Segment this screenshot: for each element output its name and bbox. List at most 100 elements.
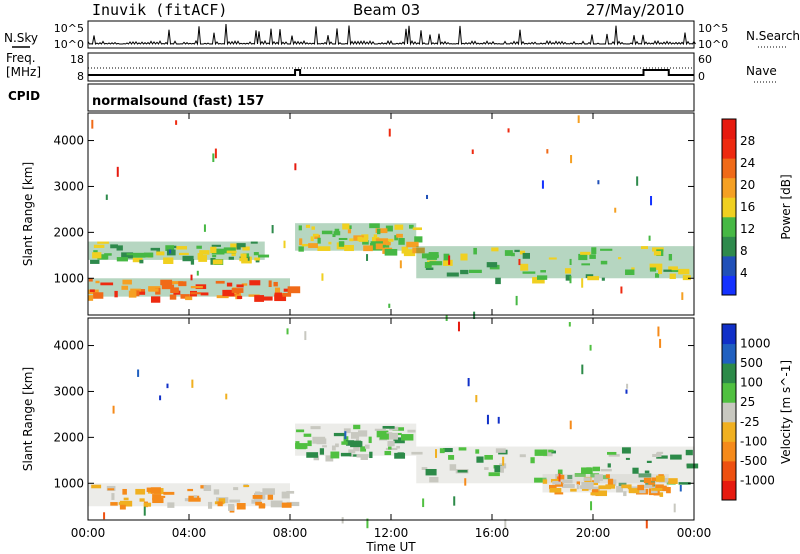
colorbar-segment: [722, 255, 736, 276]
data-cell: [412, 227, 423, 231]
data-cell: [460, 253, 468, 261]
y-axis-label: Slant Range [km]: [21, 162, 35, 266]
data-cell: [578, 253, 588, 261]
data-cell: [514, 249, 520, 253]
data-cell: [211, 244, 221, 247]
colorbar-segment: [722, 275, 736, 296]
data-cell: [446, 272, 459, 277]
data-cell: [100, 282, 114, 286]
scatter-echo: [366, 254, 369, 261]
data-cell: [668, 478, 678, 484]
scatter-echo: [507, 128, 510, 133]
data-cell: [166, 249, 176, 256]
data-cell: [233, 487, 239, 491]
y-tick-label: 1000: [53, 476, 84, 490]
data-cell: [286, 501, 300, 507]
colorbar-frame: [721, 323, 737, 501]
data-cell: [135, 488, 146, 495]
data-cell: [267, 494, 274, 500]
scatter-echo: [448, 255, 451, 265]
data-cell: [530, 457, 535, 464]
data-cell: [236, 284, 244, 288]
colorbar-tick-label: 20: [740, 178, 755, 192]
data-cell: [328, 241, 332, 245]
data-cell: [449, 464, 457, 471]
data-cell: [600, 260, 608, 265]
data-cell: [495, 448, 506, 453]
data-cell: [236, 246, 241, 250]
data-cell: [583, 477, 591, 481]
nsky-tick-label: 10^5: [54, 22, 84, 35]
data-cell: [173, 245, 177, 249]
data-cell: [659, 492, 664, 497]
data-cell: [458, 447, 467, 451]
data-cell: [118, 502, 131, 505]
data-cell: [608, 454, 620, 457]
data-cell: [387, 440, 395, 447]
data-cell: [595, 490, 608, 497]
freq-strip-frame: [87, 52, 695, 82]
data-cell: [397, 452, 404, 458]
data-cell: [425, 267, 434, 270]
data-cell: [649, 267, 657, 272]
data-cell: [484, 467, 489, 470]
data-cell: [169, 294, 177, 300]
data-cell: [193, 495, 198, 500]
beam-title: Beam 03: [353, 1, 421, 19]
data-cell: [618, 257, 622, 260]
data-cell: [231, 288, 244, 293]
colorbar-segment: [722, 138, 736, 159]
data-cell: [146, 487, 152, 492]
data-cell: [255, 501, 263, 506]
data-cell: [190, 292, 201, 295]
data-cell: [555, 482, 563, 487]
freq-tick-label: 18: [70, 53, 84, 66]
data-cell: [314, 234, 321, 239]
data-cell: [519, 454, 526, 458]
data-cell: [185, 296, 193, 301]
colorbar-segment: [722, 421, 736, 442]
y-tick-label: 2000: [53, 225, 84, 239]
data-cell: [409, 224, 414, 229]
nave-tick-label: 0: [698, 70, 705, 83]
data-cell: [311, 226, 315, 230]
scatter-echo: [321, 273, 324, 281]
scatter-echo: [399, 260, 402, 269]
data-cell: [330, 451, 340, 459]
data-cell: [319, 448, 325, 455]
data-cell: [424, 262, 432, 269]
data-cell: [170, 281, 184, 285]
data-cell: [216, 295, 229, 299]
freq-trace: [88, 69, 694, 76]
colorbar-label: Power [dB]: [779, 174, 793, 239]
data-cell: [384, 450, 392, 456]
data-cell: [678, 268, 690, 275]
data-cell: [651, 487, 663, 491]
scatter-echo: [502, 456, 505, 466]
scatter-echo: [116, 166, 119, 177]
colorbar-segment: [722, 402, 736, 423]
data-cell: [251, 499, 262, 504]
scatter-echo: [656, 452, 659, 458]
data-cell: [375, 243, 383, 250]
data-cell: [178, 252, 189, 256]
data-cell: [552, 480, 562, 485]
data-cell: [364, 444, 370, 449]
data-cell: [281, 502, 292, 508]
data-cell: [258, 254, 270, 258]
scatter-echo: [453, 496, 456, 506]
data-cell: [605, 474, 610, 479]
data-cell: [138, 289, 146, 294]
data-cell: [203, 485, 212, 491]
data-cell: [217, 501, 223, 507]
data-cell: [287, 286, 301, 294]
scatter-echo: [294, 163, 297, 171]
data-cell: [368, 436, 372, 444]
data-cell: [331, 445, 336, 451]
data-cell: [262, 488, 275, 495]
scatter-echo: [112, 405, 115, 414]
data-cell: [468, 269, 482, 274]
data-cell: [161, 284, 175, 290]
data-cell: [243, 484, 250, 488]
scatter-echo: [389, 433, 392, 438]
